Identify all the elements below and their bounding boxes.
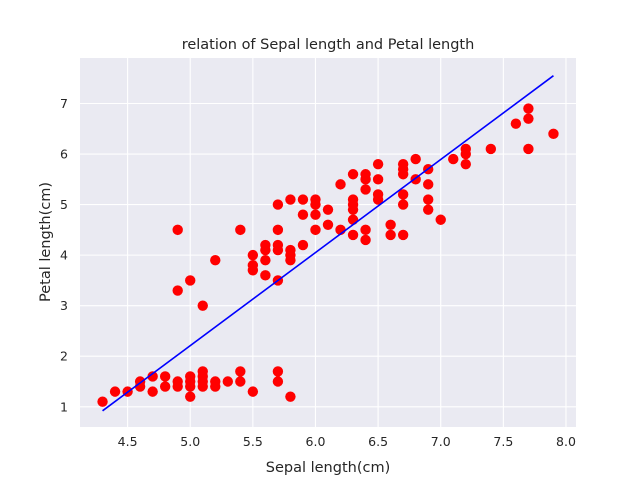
- data-point: [97, 396, 108, 407]
- data-point: [523, 143, 534, 155]
- data-point: [397, 189, 409, 200]
- data-point: [247, 265, 259, 276]
- y-axis-label: Petal length(cm): [38, 182, 54, 302]
- y-tick-label: 7: [60, 96, 68, 111]
- data-point: [285, 391, 296, 402]
- data-point: [423, 194, 434, 205]
- data-point: [210, 381, 221, 392]
- data-point: [222, 376, 233, 387]
- data-point: [247, 249, 259, 261]
- data-point: [548, 128, 559, 140]
- data-point: [372, 174, 384, 185]
- x-tick-label: 6.0: [306, 434, 326, 449]
- data-point: [285, 194, 296, 205]
- x-tick-label: 8.0: [556, 434, 576, 449]
- data-point: [235, 366, 246, 377]
- x-axis-label: Sepal length(cm): [266, 460, 390, 476]
- y-tick-label: 6: [60, 147, 68, 162]
- x-tick-label: 7.5: [493, 434, 513, 449]
- data-point: [147, 371, 158, 382]
- data-point: [235, 224, 246, 236]
- data-point: [347, 229, 359, 241]
- data-points: [97, 103, 559, 407]
- y-tick-label: 2: [60, 349, 68, 364]
- x-tick-label: 4.5: [118, 434, 138, 449]
- x-tick-label: 5.5: [243, 434, 263, 449]
- data-point: [285, 254, 296, 266]
- data-point: [510, 118, 522, 129]
- data-point: [297, 239, 309, 251]
- data-point: [260, 254, 271, 266]
- data-point: [297, 209, 309, 220]
- data-point: [109, 386, 121, 397]
- data-point: [172, 381, 183, 392]
- data-point: [448, 153, 459, 165]
- y-tick-label: 3: [60, 298, 68, 313]
- data-point: [272, 244, 284, 256]
- x-tick-label: 7.0: [431, 434, 451, 449]
- data-point: [247, 386, 259, 397]
- data-point: [297, 194, 309, 205]
- x-tick-label: 5.0: [180, 434, 200, 449]
- data-point: [372, 194, 384, 205]
- data-point: [322, 219, 334, 231]
- data-point: [347, 169, 359, 180]
- data-point: [310, 209, 321, 220]
- y-tick-label: 1: [60, 399, 68, 414]
- data-point: [272, 366, 284, 377]
- data-point: [410, 153, 421, 165]
- data-point: [260, 244, 271, 256]
- data-point: [372, 158, 384, 170]
- regression-line: [102, 75, 554, 412]
- data-point: [310, 224, 321, 236]
- data-point: [172, 224, 183, 236]
- data-point: [360, 224, 371, 236]
- data-point: [260, 270, 271, 281]
- chart-title: relation of Sepal length and Petal lengt…: [182, 37, 475, 53]
- data-point: [485, 143, 497, 155]
- grid-lines: [80, 58, 576, 427]
- data-point: [185, 381, 196, 392]
- data-point: [185, 391, 196, 402]
- data-point: [185, 275, 196, 286]
- data-point: [197, 300, 208, 311]
- data-point: [423, 204, 434, 215]
- data-point: [272, 199, 284, 210]
- data-point: [347, 204, 359, 215]
- x-tick-labels: 4.5 5.0 5.5 6.0 6.5 7.0 7.5 8.0: [118, 434, 576, 449]
- data-point: [397, 229, 409, 241]
- data-point: [335, 179, 346, 190]
- data-point: [360, 184, 371, 195]
- data-point: [310, 199, 321, 210]
- data-point: [347, 214, 359, 225]
- y-tick-labels: 1 2 3 4 5 6 7: [60, 96, 68, 414]
- data-point: [159, 381, 171, 392]
- data-point: [397, 199, 409, 210]
- data-point: [435, 214, 446, 225]
- data-point: [385, 219, 396, 231]
- data-point: [147, 386, 158, 397]
- data-point: [272, 376, 284, 387]
- data-point: [423, 179, 434, 190]
- data-point: [360, 234, 371, 246]
- data-point: [523, 103, 534, 114]
- data-point: [360, 174, 371, 185]
- y-tick-label: 5: [60, 197, 68, 212]
- fit-line-group: [102, 75, 554, 412]
- data-point: [235, 376, 246, 387]
- data-point: [172, 285, 183, 296]
- data-point: [272, 224, 284, 236]
- data-point: [210, 254, 221, 266]
- y-tick-label: 4: [60, 248, 68, 263]
- data-point: [322, 204, 334, 215]
- data-point: [460, 148, 471, 160]
- data-point: [397, 169, 409, 180]
- x-tick-label: 6.5: [368, 434, 388, 449]
- data-point: [197, 381, 208, 392]
- data-point: [523, 113, 534, 124]
- data-point: [460, 158, 471, 170]
- data-point: [159, 371, 171, 382]
- data-point: [385, 229, 396, 241]
